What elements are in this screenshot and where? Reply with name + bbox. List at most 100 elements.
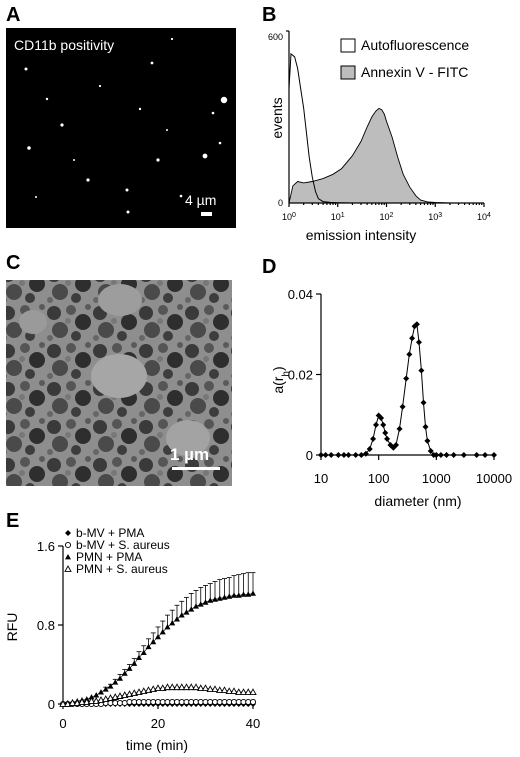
data-point — [182, 683, 191, 691]
size-distribution-line — [321, 323, 494, 456]
data-point — [250, 590, 256, 596]
y-tick-600: 600 — [268, 32, 283, 42]
data-point-diamond — [378, 414, 385, 421]
scale-bar-label-a: 4 µm — [185, 192, 216, 208]
particle-dot — [98, 84, 102, 88]
vesicle — [166, 420, 210, 456]
x-tick-label-d: 10 — [314, 471, 328, 486]
x-tick-label-d: 100 — [368, 471, 390, 486]
y-tick-label-e: 0 — [48, 697, 55, 712]
data-point-diamond — [393, 441, 400, 448]
x-tick-label-b: 102 — [380, 212, 394, 223]
data-point — [164, 623, 171, 630]
particle-dot — [125, 188, 129, 192]
data-point — [117, 675, 123, 681]
particle-dot — [211, 111, 215, 115]
x-tick-label-d: 10000 — [476, 471, 512, 486]
data-point — [126, 665, 133, 671]
legend-entry-e: b-MV + PMA — [76, 526, 144, 540]
x-axis-label-e: time (min) — [126, 737, 188, 753]
data-point — [183, 609, 190, 615]
data-point — [240, 591, 247, 597]
y-tick-label-e: 0.8 — [37, 618, 55, 633]
legend-entry-e: PMN + PMA — [76, 550, 142, 564]
data-point-diamond — [491, 452, 497, 458]
data-point — [112, 679, 119, 685]
particle-dot — [150, 61, 154, 65]
vesicle — [91, 354, 147, 398]
data-point — [169, 620, 176, 626]
panel-a: CD11b positivity 4 µm — [6, 28, 236, 228]
y-tick-label-d: 0.02 — [288, 368, 313, 383]
particle-dot — [24, 67, 28, 71]
data-point-diamond — [424, 437, 431, 444]
data-point — [245, 591, 252, 597]
size-distribution-plot: 0 0.02 0.04 10 100 1000 10000 — [288, 287, 512, 486]
legend-marker — [64, 541, 72, 549]
panel-label-b: B — [262, 4, 277, 26]
x-tick-label-d: 1000 — [422, 471, 451, 486]
particle-dot — [27, 146, 31, 150]
data-point — [131, 660, 138, 666]
data-point — [121, 670, 128, 676]
data-point — [206, 685, 215, 693]
legend-swatch-autofluorescence — [340, 38, 356, 53]
y-tick-label-d: 0.04 — [288, 287, 313, 302]
data-point — [145, 643, 152, 650]
data-point-diamond — [433, 452, 440, 458]
data-point — [201, 684, 210, 692]
particle-dot — [220, 96, 228, 104]
y-tick-0: 0 — [278, 198, 283, 208]
data-point — [202, 599, 209, 605]
data-point — [59, 700, 67, 707]
y-axis-label-d: a(rh) — [270, 366, 292, 393]
vesicle — [19, 310, 47, 334]
data-point-diamond — [362, 450, 369, 457]
legend-entry-e: b-MV + S. aureus — [76, 538, 170, 552]
panel-label-c: C — [6, 252, 21, 274]
x-tick-label-b: 101 — [331, 212, 345, 223]
data-point-diamond — [396, 425, 403, 432]
legend-annexin: Annexin V - FITC — [361, 64, 468, 80]
particle-dot — [35, 196, 37, 198]
data-point — [155, 633, 161, 640]
legend-marker — [65, 530, 71, 536]
data-point — [177, 683, 186, 691]
data-point-diamond — [418, 367, 425, 374]
data-point — [231, 592, 237, 598]
data-point — [78, 698, 86, 705]
panel-d: 0 0.02 0.04 10 100 1000 10000 a(rh) diameter (… — [270, 287, 512, 509]
micrograph-a — [6, 28, 236, 228]
data-point — [150, 638, 157, 645]
data-point — [102, 686, 109, 692]
data-point — [220, 686, 229, 694]
data-point-diamond — [345, 452, 352, 458]
data-point — [239, 688, 248, 695]
data-point-diamond — [473, 452, 480, 458]
data-point-diamond — [382, 429, 389, 436]
legend-swatch-annexin — [340, 65, 356, 80]
data-point — [230, 687, 238, 695]
panel-label-e: E — [6, 510, 20, 532]
data-point — [88, 694, 95, 700]
data-point — [215, 686, 224, 694]
x-tick-label-e: 0 — [59, 716, 66, 731]
data-point — [211, 685, 219, 693]
data-point — [178, 612, 185, 618]
data-point — [87, 697, 96, 704]
data-point — [188, 606, 195, 612]
data-point-diamond — [420, 399, 427, 406]
data-point-diamond — [450, 452, 457, 458]
data-point — [212, 596, 218, 602]
data-point — [98, 689, 104, 695]
data-point-diamond — [322, 452, 329, 458]
data-point — [249, 688, 257, 695]
data-point-diamond — [415, 339, 422, 346]
data-point — [192, 683, 200, 691]
x-axis-label-b: emission intensity — [306, 227, 417, 243]
data-point-diamond — [443, 452, 450, 458]
data-point — [163, 683, 172, 691]
